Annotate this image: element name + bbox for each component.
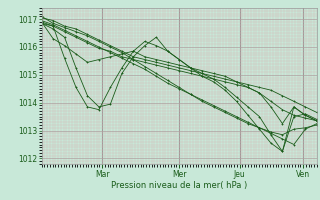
X-axis label: Pression niveau de la mer( hPa ): Pression niveau de la mer( hPa ) bbox=[111, 181, 247, 190]
